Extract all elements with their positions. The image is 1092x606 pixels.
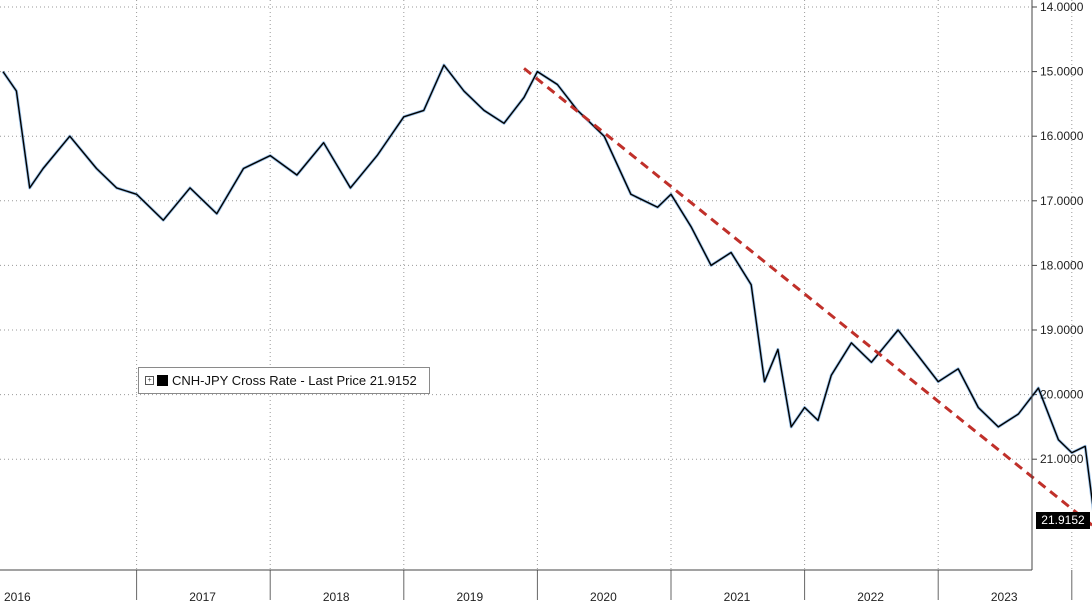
- y-tick-label: 17.0000: [1040, 194, 1084, 208]
- x-tick-label: 2022: [857, 590, 884, 604]
- x-tick-label: 2019: [456, 590, 483, 604]
- y-tick-label: 15.0000: [1040, 65, 1084, 79]
- legend: + CNH-JPY Cross Rate - Last Price 21.915…: [138, 367, 430, 394]
- grid-lines: [0, 0, 1073, 570]
- last-price-tag: 21.9152: [1036, 512, 1090, 529]
- y-tick-label: 16.0000: [1040, 129, 1084, 143]
- legend-label: CNH-JPY Cross Rate - Last Price 21.9152: [172, 373, 417, 388]
- x-tick-label: 2021: [724, 590, 751, 604]
- y-tick-label: 21.0000: [1040, 452, 1084, 466]
- y-tick-label: 18.0000: [1040, 258, 1084, 272]
- y-tick-label: 19.0000: [1040, 323, 1084, 337]
- series-layer: [1, 63, 1092, 527]
- trend-line: [523, 67, 1092, 527]
- y-axis-ticks: 14.0000 15.0000 16.0000 17.0000 18.0000 19.00…: [1032, 0, 1084, 466]
- y-tick-label: 20.0000: [1040, 388, 1084, 402]
- legend-toggle-icon[interactable]: +: [145, 376, 154, 385]
- x-tick-label: 2016: [4, 590, 31, 604]
- price-line: [2, 64, 1092, 505]
- x-tick-label: 2017: [189, 590, 216, 604]
- legend-swatch-icon: [157, 375, 168, 386]
- x-tick-label: 2020: [590, 590, 617, 604]
- price-line-shadow: [1, 63, 1092, 511]
- x-tick-label: 2018: [323, 590, 350, 604]
- y-tick-label: 14.0000: [1040, 0, 1084, 14]
- x-axis-ticks: 201620172018201920202021202220232024: [4, 570, 1073, 604]
- x-tick-label: 2023: [991, 590, 1018, 604]
